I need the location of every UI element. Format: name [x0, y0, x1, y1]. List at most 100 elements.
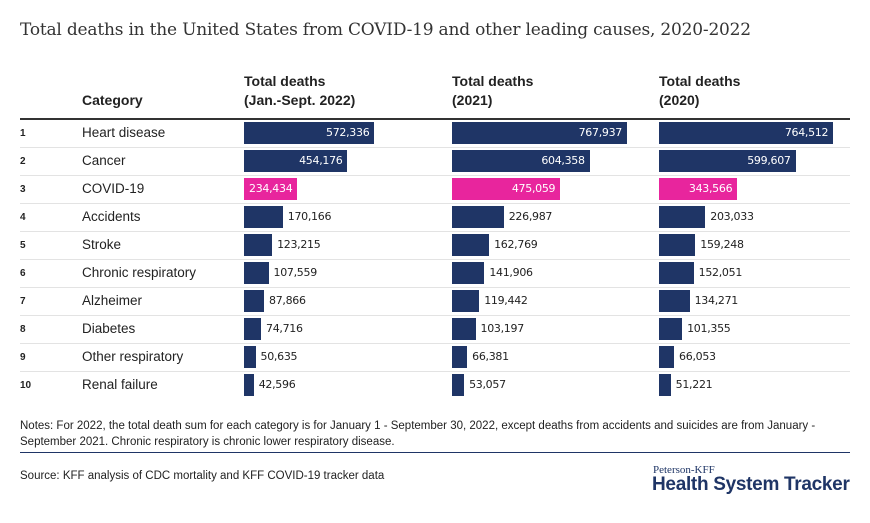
row-category: Alzheimer [82, 293, 143, 308]
data-label: 599,607 [747, 154, 791, 167]
data-label: 767,937 [578, 126, 623, 139]
logo-line2: Health System Tracker [652, 474, 850, 495]
bar [244, 122, 375, 144]
data-label: 170,166 [287, 210, 332, 223]
bar [659, 206, 706, 228]
data-label: 119,442 [484, 294, 528, 307]
bar [452, 262, 485, 284]
bar [452, 374, 465, 396]
data-label: 475,059 [511, 182, 556, 195]
data-label: 107,559 [273, 266, 318, 279]
bar [244, 150, 348, 172]
bar [659, 346, 675, 368]
row-rank: 1 [20, 128, 26, 139]
data-label: 74,716 [266, 322, 303, 335]
data-label: 234,434 [249, 182, 293, 195]
data-label: 141,906 [489, 266, 533, 279]
row-rank: 7 [20, 296, 26, 307]
bar [659, 318, 683, 340]
header-line2: (2021) [452, 92, 493, 108]
data-label: 159,248 [700, 238, 744, 251]
data-label: 764,512 [784, 126, 829, 139]
data-label: 226,987 [508, 210, 553, 223]
data-label: 604,358 [541, 154, 585, 167]
bar [244, 374, 254, 396]
bar [659, 374, 671, 396]
row-divider [20, 287, 850, 288]
bar [659, 150, 796, 172]
row-category: Cancer [82, 153, 126, 168]
row-divider [20, 371, 850, 372]
footer-divider [20, 452, 850, 453]
header-line2: (2020) [659, 92, 700, 108]
bar [452, 234, 490, 256]
data-label: 66,381 [472, 350, 509, 363]
data-label: 50,635 [260, 350, 298, 363]
row-category: COVID-19 [82, 181, 145, 196]
header-col-2022: Total deaths (Jan.-Sept. 2022) [244, 72, 355, 110]
bar [452, 290, 480, 312]
header-col-2020: Total deaths (2020) [659, 72, 740, 110]
row-divider [20, 231, 850, 232]
data-label: 103,197 [480, 322, 525, 335]
data-label: 572,336 [326, 126, 370, 139]
data-label: 162,769 [494, 238, 538, 251]
row-category: Diabetes [82, 321, 136, 336]
data-label: 42,596 [258, 378, 296, 391]
row-category: Other respiratory [82, 349, 184, 364]
data-label: 51,221 [675, 378, 713, 391]
row-category: Stroke [82, 237, 122, 252]
header-line1: Total deaths [244, 73, 326, 89]
row-category: Chronic respiratory [82, 265, 197, 280]
row-divider [20, 147, 850, 148]
data-label: 152,051 [698, 266, 743, 279]
header-line1: Total deaths [452, 73, 534, 89]
row-divider [20, 203, 850, 204]
bar [452, 346, 468, 368]
header-divider [20, 118, 850, 120]
row-category: Accidents [82, 209, 141, 224]
row-divider [20, 315, 850, 316]
notes: Notes: For 2022, the total death sum for… [20, 420, 816, 448]
data-label: 134,271 [694, 294, 739, 307]
bar [659, 178, 738, 200]
bar [659, 234, 696, 256]
row-rank: 2 [20, 156, 26, 167]
data-label: 101,355 [687, 322, 731, 335]
bar [659, 122, 834, 144]
data-label: 66,053 [679, 350, 716, 363]
row-divider [20, 259, 850, 260]
header-col-2021: Total deaths (2021) [452, 72, 533, 110]
bar [452, 122, 627, 144]
data-label: 53,057 [469, 378, 506, 391]
logo-line1: Peterson-KFF [653, 464, 715, 476]
row-rank: 5 [20, 240, 26, 251]
bar [452, 206, 504, 228]
data-label: 87,866 [269, 294, 306, 307]
row-rank: 4 [20, 212, 26, 223]
row-category: Renal failure [82, 377, 158, 392]
data-label: 123,215 [277, 238, 321, 251]
header-line1: Total deaths [659, 73, 741, 89]
row-rank: 10 [20, 380, 32, 391]
source: Source: KFF analysis of CDC mortality an… [20, 470, 385, 482]
row-divider [20, 343, 850, 344]
bar [244, 290, 265, 312]
bar [244, 234, 273, 256]
bar [659, 290, 690, 312]
bar [659, 262, 694, 284]
bar [452, 178, 561, 200]
data-label: 203,033 [710, 210, 754, 223]
chart-title: Total deaths in the United States from C… [20, 20, 751, 40]
header-category: Category [82, 92, 143, 108]
bar [452, 150, 590, 172]
data-label: 343,566 [688, 182, 733, 195]
row-divider [20, 175, 850, 176]
bar [244, 262, 269, 284]
row-rank: 8 [20, 324, 26, 335]
bar [244, 346, 256, 368]
row-category: Heart disease [82, 125, 166, 140]
row-rank: 9 [20, 352, 26, 363]
row-rank: 3 [20, 184, 26, 195]
